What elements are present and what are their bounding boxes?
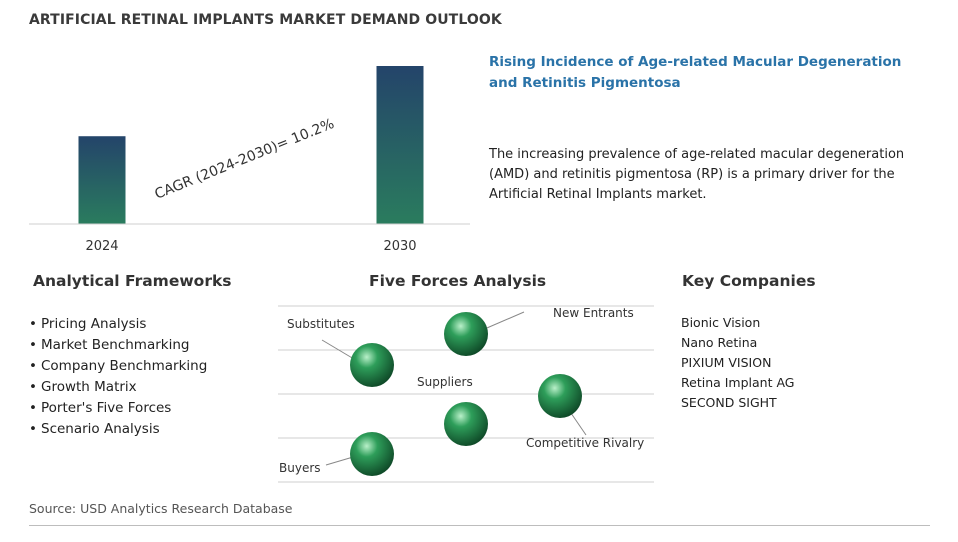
buyers-label: Buyers (279, 461, 321, 475)
five-forces-diagram: New Entrants Substitutes Suppliers Compe… (278, 305, 654, 483)
list-item: Growth Matrix (29, 377, 207, 398)
substitutes-sphere (350, 343, 394, 387)
suppliers-sphere (444, 402, 488, 446)
list-item: Retina Implant AG (681, 375, 795, 390)
buyers-sphere (350, 432, 394, 476)
cagr-annotation: CAGR (2024-2030)= 10.2% (153, 116, 337, 203)
bar-2024 (78, 136, 126, 224)
substitutes-label: Substitutes (287, 317, 355, 331)
competitive-rivalry-label: Competitive Rivalry (526, 436, 644, 450)
x-tick-label: 2024 (85, 239, 118, 254)
demand-bar-chart: 2024 2030 CAGR (2024-2030)= 10.2% (29, 66, 470, 254)
frameworks-heading: Analytical Frameworks (33, 272, 232, 290)
list-item: Bionic Vision (681, 315, 761, 330)
list-item: Scenario Analysis (29, 419, 207, 440)
companies-heading: Key Companies (682, 272, 816, 290)
list-item: Pricing Analysis (29, 314, 207, 335)
x-tick-label: 2030 (383, 239, 416, 254)
frameworks-list: Pricing Analysis Market Benchmarking Com… (29, 314, 207, 440)
new-entrants-sphere (444, 312, 488, 356)
source-note: Source: USD Analytics Research Database (29, 501, 293, 516)
driver-text: The increasing prevalence of age-related… (489, 147, 905, 202)
list-item: Nano Retina (681, 335, 758, 350)
driver-title: Rising Incidence of Age-related Macular … (489, 54, 902, 91)
five-forces-heading: Five Forces Analysis (369, 272, 547, 290)
list-item: SECOND SIGHT (681, 395, 777, 410)
list-item: Company Benchmarking (29, 356, 207, 377)
page-title: ARTIFICIAL RETINAL IMPLANTS MARKET DEMAN… (29, 12, 502, 28)
list-item: Porter's Five Forces (29, 398, 207, 419)
new-entrants-label: New Entrants (553, 306, 634, 320)
bottom-divider (29, 525, 930, 526)
suppliers-label: Suppliers (417, 375, 473, 389)
list-item: Market Benchmarking (29, 335, 207, 356)
companies-list: Bionic Vision Nano Retina PIXIUM VISION … (681, 313, 795, 413)
bar-2030 (376, 66, 424, 224)
competitive-rivalry-sphere (538, 374, 582, 418)
list-item: PIXIUM VISION (681, 355, 772, 370)
